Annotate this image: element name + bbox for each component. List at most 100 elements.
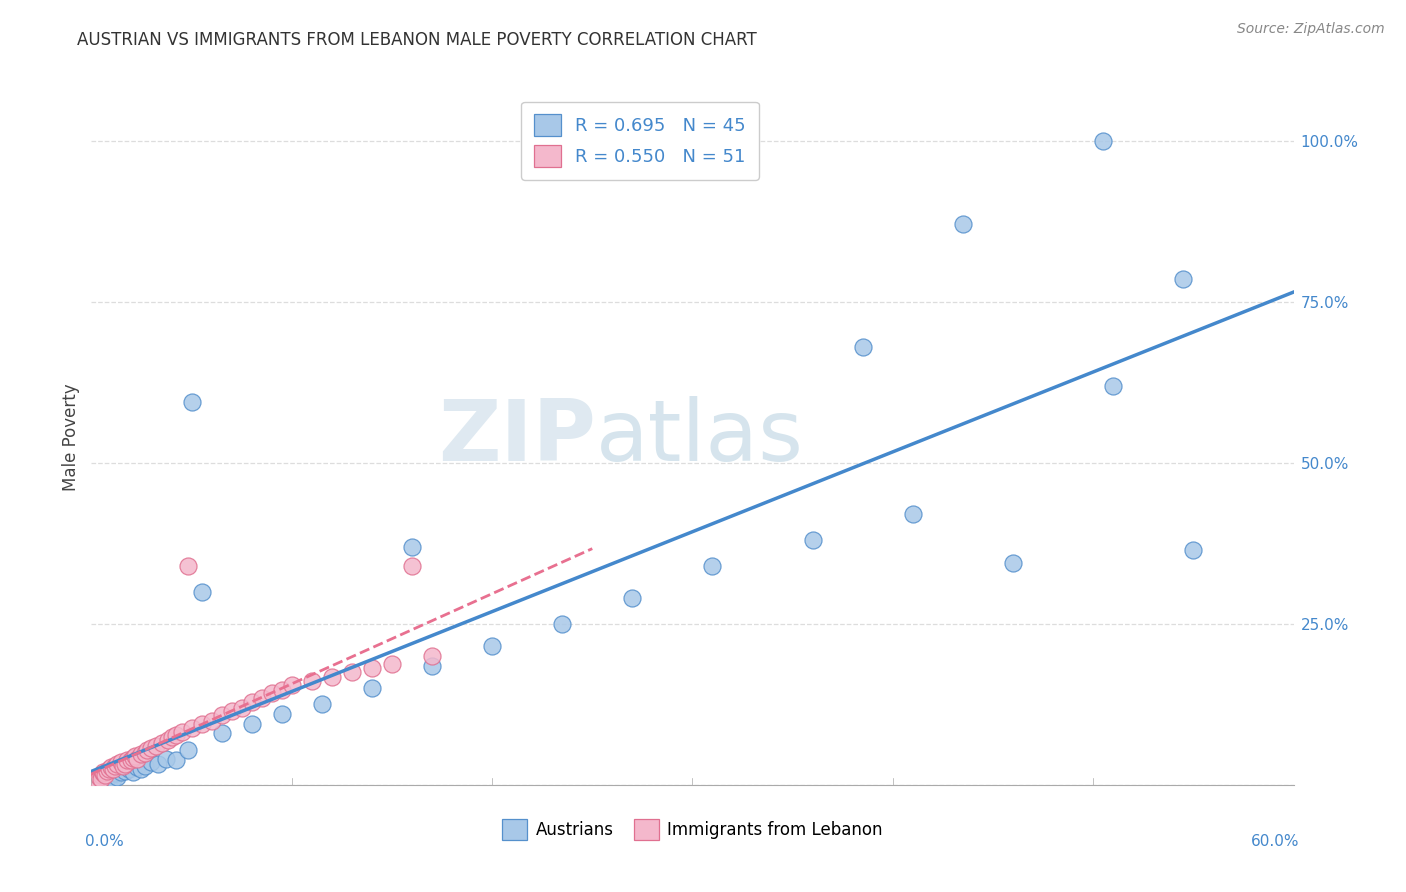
- Point: [180, 721, 202, 735]
- Point: [89, 776, 111, 790]
- Point: [122, 765, 145, 780]
- Point: [156, 732, 179, 747]
- Point: [145, 739, 167, 754]
- Point: [90, 768, 112, 782]
- Point: [360, 661, 382, 675]
- Point: [180, 394, 202, 409]
- Point: [90, 772, 112, 786]
- Point: [155, 752, 177, 766]
- Point: [94, 768, 117, 782]
- Point: [114, 757, 136, 772]
- Point: [160, 730, 183, 744]
- Point: [240, 696, 263, 710]
- Point: [103, 762, 125, 776]
- Point: [150, 736, 173, 750]
- Point: [124, 749, 146, 764]
- Point: [420, 658, 443, 673]
- Text: atlas: atlas: [596, 395, 804, 479]
- Point: [211, 726, 233, 740]
- Point: [551, 616, 574, 631]
- Point: [165, 754, 187, 768]
- Point: [93, 766, 115, 780]
- Point: [165, 728, 187, 742]
- Text: 0.0%: 0.0%: [86, 834, 124, 848]
- Point: [170, 725, 193, 739]
- Point: [141, 756, 163, 770]
- Point: [100, 760, 122, 774]
- Point: [107, 770, 129, 784]
- Point: [401, 558, 423, 573]
- Point: [131, 747, 153, 761]
- Point: [381, 657, 404, 671]
- Text: 60.0%: 60.0%: [1251, 834, 1299, 848]
- Point: [84, 774, 107, 789]
- Point: [110, 765, 132, 780]
- Point: [221, 704, 243, 718]
- Point: [89, 770, 111, 784]
- Point: [401, 540, 423, 554]
- Point: [1092, 134, 1115, 148]
- Point: [852, 340, 875, 354]
- Point: [481, 640, 503, 654]
- Point: [1182, 542, 1205, 557]
- Point: [190, 584, 212, 599]
- Point: [1102, 378, 1125, 392]
- Point: [96, 770, 118, 784]
- Point: [110, 756, 132, 770]
- Point: [134, 758, 156, 772]
- Point: [117, 754, 139, 768]
- Point: [176, 742, 198, 756]
- Point: [93, 765, 115, 780]
- Text: AUSTRIAN VS IMMIGRANTS FROM LEBANON MALE POVERTY CORRELATION CHART: AUSTRIAN VS IMMIGRANTS FROM LEBANON MALE…: [77, 31, 756, 49]
- Point: [127, 760, 149, 774]
- Point: [146, 757, 169, 772]
- Point: [98, 773, 121, 788]
- Point: [301, 673, 323, 688]
- Point: [107, 757, 129, 772]
- Point: [141, 740, 163, 755]
- Point: [801, 533, 824, 548]
- Point: [134, 746, 156, 760]
- Point: [901, 508, 924, 522]
- Point: [281, 678, 304, 692]
- Text: Source: ZipAtlas.com: Source: ZipAtlas.com: [1237, 22, 1385, 37]
- Point: [420, 649, 443, 664]
- Point: [952, 218, 974, 232]
- Point: [270, 707, 292, 722]
- Y-axis label: Male Poverty: Male Poverty: [62, 384, 80, 491]
- Point: [340, 665, 363, 680]
- Point: [702, 558, 724, 573]
- Point: [104, 758, 127, 772]
- Point: [136, 742, 159, 756]
- Point: [270, 682, 292, 697]
- Point: [176, 558, 198, 573]
- Point: [112, 758, 135, 772]
- Point: [127, 752, 149, 766]
- Point: [250, 690, 273, 705]
- Point: [1001, 556, 1024, 570]
- Point: [131, 762, 153, 776]
- Point: [211, 708, 233, 723]
- Point: [260, 686, 283, 700]
- Point: [104, 766, 127, 780]
- Point: [103, 772, 125, 786]
- Point: [121, 754, 143, 768]
- Legend: Austrians, Immigrants from Lebanon: Austrians, Immigrants from Lebanon: [496, 813, 889, 847]
- Text: ZIP: ZIP: [439, 395, 596, 479]
- Point: [93, 774, 115, 789]
- Point: [321, 670, 343, 684]
- Point: [311, 698, 333, 712]
- Point: [86, 774, 108, 789]
- Point: [360, 681, 382, 696]
- Point: [240, 716, 263, 731]
- Point: [114, 764, 136, 778]
- Point: [231, 700, 253, 714]
- Point: [201, 714, 224, 728]
- Point: [118, 762, 141, 776]
- Point: [90, 772, 112, 787]
- Point: [122, 751, 145, 765]
- Point: [1173, 272, 1195, 286]
- Point: [96, 764, 118, 778]
- Point: [86, 772, 108, 787]
- Point: [98, 762, 121, 776]
